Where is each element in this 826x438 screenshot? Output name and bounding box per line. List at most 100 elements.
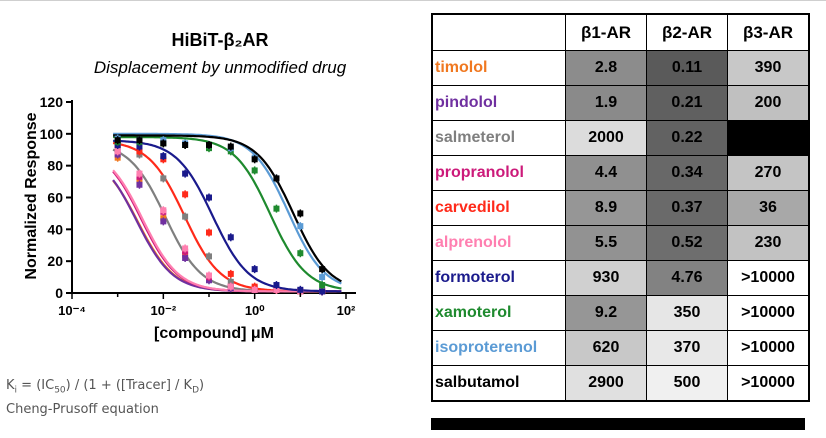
ic50-cell: 9.2 xyxy=(565,295,647,331)
ic50-cell: 620 xyxy=(565,330,647,366)
table-row: propranolol 4.4 0.34 270 xyxy=(431,155,810,191)
table-corner xyxy=(431,13,566,51)
data-point xyxy=(206,229,212,236)
x-axis-label: [compound] μM xyxy=(154,325,274,342)
ic50-cell: 5.5 xyxy=(565,225,647,261)
drug-name: pindolol xyxy=(431,85,566,121)
table-row: formoterol 930 4.76 >10000 xyxy=(431,260,810,296)
drug-name: formoterol xyxy=(431,260,566,296)
ic50-cell: 4.4 xyxy=(565,155,647,191)
ic50-cell: 500 xyxy=(646,365,728,402)
data-point xyxy=(297,223,304,230)
ic50-cell: 0.22 xyxy=(646,120,728,156)
ic50-cell: 230 xyxy=(727,225,810,261)
data-point xyxy=(114,137,121,144)
data-point xyxy=(297,286,304,293)
ic50-cell: >10000 xyxy=(727,365,810,402)
table-body: timolol 2.8 0.11 390 pindolol 1.9 0.21 200 salme… xyxy=(431,50,810,402)
ic50-cell: 0.52 xyxy=(646,225,728,261)
data-point xyxy=(251,167,258,174)
x-tick-label: 10⁰ xyxy=(245,303,265,318)
y-ticks: 0 20 40 60 80 100 120 xyxy=(40,94,72,301)
data-point xyxy=(182,170,189,177)
ic50-cell: 8.9 xyxy=(565,190,647,226)
data-point xyxy=(136,148,143,155)
data-point xyxy=(227,234,234,241)
ic50-cell: 4.76 xyxy=(646,260,728,296)
ic50-cell: >10000 xyxy=(727,330,810,366)
ic50-cell: 36 xyxy=(727,190,810,226)
chart-title: HiBiT-β₂AR xyxy=(171,30,269,50)
x-ticks: 10⁻⁴ 10⁻² 10⁰ 10² xyxy=(58,293,356,318)
ic50-cell: 0.21 xyxy=(646,85,728,121)
data-point xyxy=(136,143,143,150)
ic50-cell: 350 xyxy=(646,295,728,331)
y-tick-label: 0 xyxy=(55,285,63,301)
ic50-cell: 0.11 xyxy=(646,50,728,86)
table-row: alprenolol 5.5 0.52 230 xyxy=(431,225,810,261)
data-point xyxy=(273,286,280,293)
data-point xyxy=(206,272,212,279)
column-header: β1-AR xyxy=(565,13,647,51)
table-row: pindolol 1.9 0.21 200 xyxy=(431,85,810,121)
y-tick-label: 80 xyxy=(47,158,63,174)
drug-name: propranolol xyxy=(431,155,566,191)
data-point xyxy=(114,148,121,155)
fit-curve xyxy=(113,139,342,293)
data-point xyxy=(160,140,167,147)
fit-curve xyxy=(113,135,342,290)
data-point xyxy=(182,191,189,198)
x-tick-label: 10⁻² xyxy=(151,303,177,318)
data-point xyxy=(182,141,189,148)
drug-name: timolol xyxy=(431,50,566,86)
drug-name: xamoterol xyxy=(431,295,566,331)
table-header-row: β1-AR β2-AR β3-AR xyxy=(431,13,810,51)
data-point xyxy=(160,153,167,160)
ic50-cell: 930 xyxy=(565,260,647,296)
data-point xyxy=(136,137,143,144)
y-tick-label: 100 xyxy=(40,126,64,142)
table-row: carvedilol 8.9 0.37 36 xyxy=(431,190,810,226)
data-point xyxy=(227,143,234,150)
ic50-cell: 0.37 xyxy=(646,190,728,226)
data-point xyxy=(273,282,280,289)
y-tick-label: 20 xyxy=(47,253,63,269)
y-axis-label: Normalized Response xyxy=(23,112,40,279)
ic50-cell xyxy=(727,120,810,156)
data-point xyxy=(182,254,189,261)
y-tick-label: 60 xyxy=(47,190,63,206)
ic50-cell: 2.8 xyxy=(565,50,647,86)
data-point xyxy=(319,282,326,289)
ic50-cell: >10000 xyxy=(727,295,810,331)
data-point xyxy=(297,210,304,217)
y-tick-label: 40 xyxy=(47,221,63,237)
ic50-table: β1-AR β2-AR β3-AR timolol 2.8 0.11 390 pindo… xyxy=(431,13,810,402)
data-point xyxy=(251,156,258,163)
ic50-cell: 370 xyxy=(646,330,728,366)
column-header: β3-AR xyxy=(727,13,810,51)
table-row: timolol 2.8 0.11 390 xyxy=(431,50,810,86)
data-point xyxy=(319,266,326,273)
fit-curves xyxy=(112,132,342,293)
table-row: xamoterol 9.2 350 >10000 xyxy=(431,295,810,331)
table-row: salmeterol 2000 0.22 xyxy=(431,120,810,156)
ic50-cell: 0.34 xyxy=(646,155,728,191)
data-point xyxy=(182,213,189,220)
table-row: isoproterenol 620 370 >10000 xyxy=(431,330,810,366)
column-header: β2-AR xyxy=(646,13,728,51)
data-point xyxy=(160,175,167,182)
ic50-cell: >10000 xyxy=(727,260,810,296)
x-tick-label: 10² xyxy=(337,303,356,318)
drug-name: isoproterenol xyxy=(431,330,566,366)
data-point xyxy=(251,266,258,273)
data-point xyxy=(273,175,280,182)
axes xyxy=(71,100,356,294)
data-point xyxy=(319,288,326,295)
data-point xyxy=(227,278,234,285)
y-tick-label: 120 xyxy=(40,94,64,110)
data-point xyxy=(227,283,234,290)
ic50-cell: 2900 xyxy=(565,365,647,402)
data-point xyxy=(160,218,167,225)
drug-name: salbutamol xyxy=(431,365,566,402)
drug-name: carvedilol xyxy=(431,190,566,226)
